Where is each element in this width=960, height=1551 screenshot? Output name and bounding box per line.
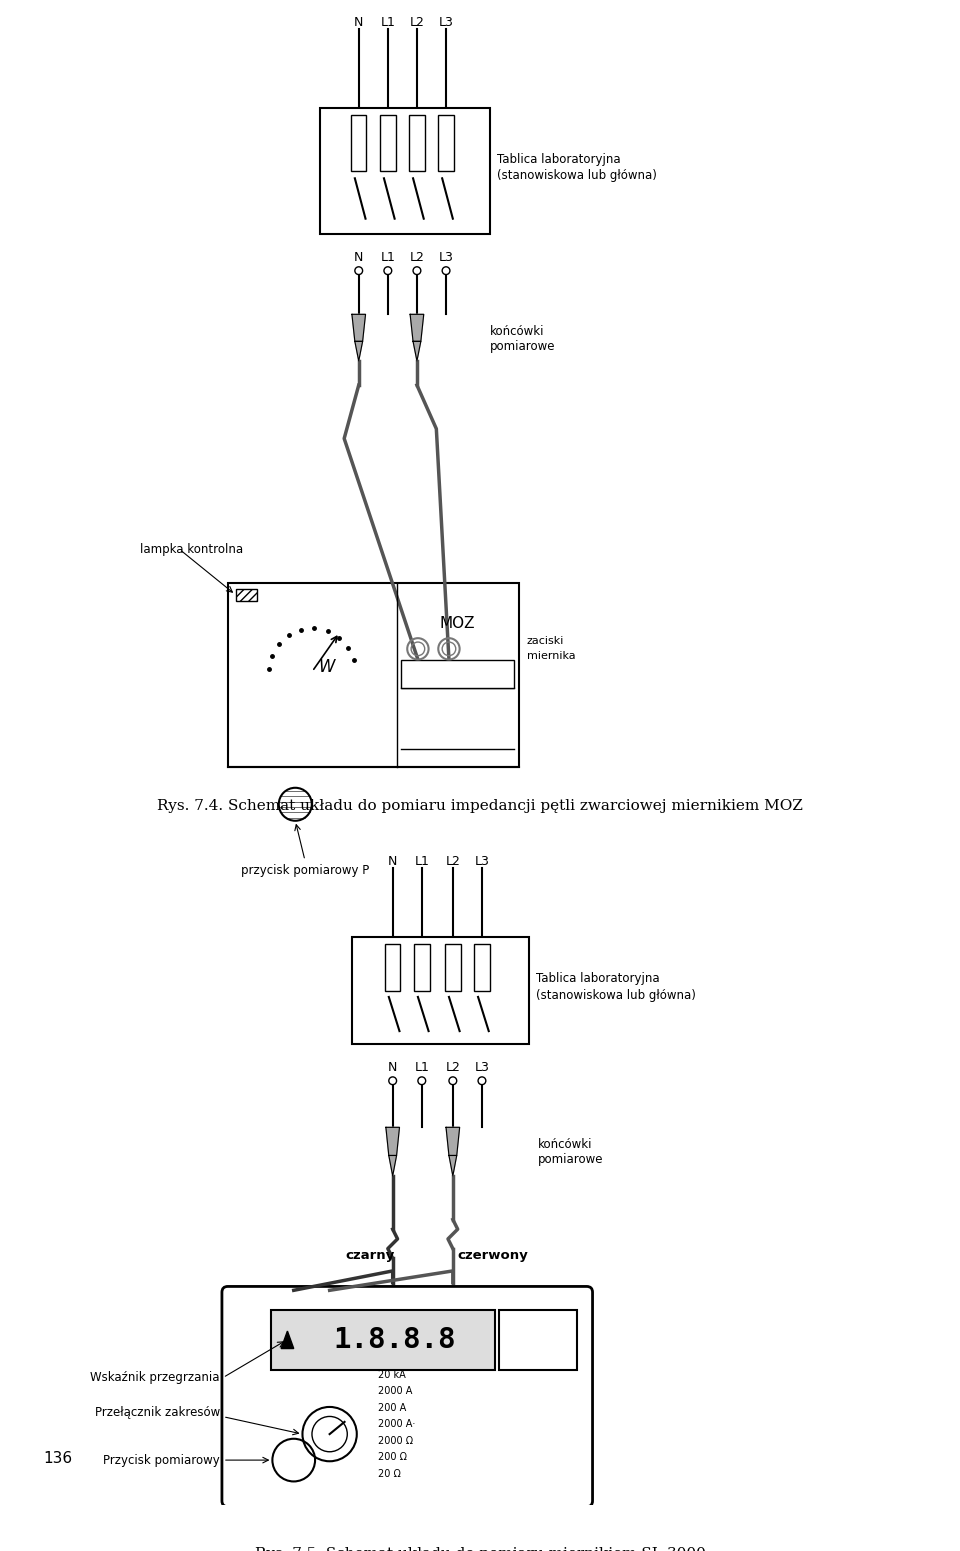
Bar bbox=[351, 115, 367, 171]
Polygon shape bbox=[281, 1331, 294, 1348]
Text: L2: L2 bbox=[445, 1061, 460, 1075]
Text: N: N bbox=[388, 855, 397, 867]
Polygon shape bbox=[386, 1128, 399, 1155]
Text: 200 Ω: 200 Ω bbox=[378, 1452, 407, 1463]
Text: W: W bbox=[319, 658, 335, 676]
Text: Przycisk pomiarowy: Przycisk pomiarowy bbox=[104, 1453, 220, 1467]
Text: 136: 136 bbox=[43, 1450, 73, 1466]
Polygon shape bbox=[449, 1155, 457, 1176]
Polygon shape bbox=[410, 315, 423, 341]
Polygon shape bbox=[352, 315, 366, 341]
Text: 200 A: 200 A bbox=[378, 1402, 406, 1413]
Bar bbox=[235, 589, 257, 600]
Text: L1: L1 bbox=[415, 1061, 429, 1075]
Bar bbox=[320, 107, 490, 234]
Text: miernika: miernika bbox=[527, 650, 575, 661]
Bar bbox=[414, 943, 429, 991]
Text: N: N bbox=[388, 1061, 397, 1075]
Text: Wskaźnik przegrzania: Wskaźnik przegrzania bbox=[90, 1371, 220, 1383]
Polygon shape bbox=[355, 341, 363, 361]
Bar bbox=[499, 1309, 577, 1370]
Text: L2: L2 bbox=[445, 855, 460, 867]
Text: L3: L3 bbox=[439, 251, 453, 264]
Text: L1: L1 bbox=[380, 251, 396, 264]
Text: (stanowiskowa lub główna): (stanowiskowa lub główna) bbox=[497, 169, 658, 181]
Text: L3: L3 bbox=[439, 16, 453, 28]
Text: L1: L1 bbox=[415, 855, 429, 867]
Text: L3: L3 bbox=[474, 855, 490, 867]
Text: L2: L2 bbox=[410, 251, 424, 264]
Text: (stanowiskowa lub główna): (stanowiskowa lub główna) bbox=[537, 990, 696, 1002]
Bar bbox=[439, 115, 454, 171]
Bar bbox=[401, 661, 514, 687]
Text: N: N bbox=[354, 251, 364, 264]
Text: pomiarowe: pomiarowe bbox=[490, 340, 555, 352]
Polygon shape bbox=[413, 341, 420, 361]
Bar bbox=[272, 1309, 494, 1370]
Bar bbox=[409, 115, 424, 171]
Text: 2000 Ω: 2000 Ω bbox=[378, 1436, 413, 1446]
Bar bbox=[445, 943, 461, 991]
Text: czarny: czarny bbox=[346, 1249, 395, 1263]
Text: pomiarowe: pomiarowe bbox=[539, 1152, 604, 1166]
Text: 20 kA: 20 kA bbox=[378, 1370, 406, 1380]
Text: Rys. 7.5. Schemat układu do pomiaru miernikiem SL-3000: Rys. 7.5. Schemat układu do pomiaru mier… bbox=[254, 1548, 706, 1551]
Text: 20 Ω: 20 Ω bbox=[378, 1469, 401, 1478]
Polygon shape bbox=[446, 1128, 460, 1155]
Text: przycisk pomiarowy P: przycisk pomiarowy P bbox=[241, 864, 369, 876]
FancyBboxPatch shape bbox=[222, 1286, 592, 1506]
Text: Przełącznik zakresów: Przełącznik zakresów bbox=[95, 1407, 220, 1419]
Text: L3: L3 bbox=[474, 1061, 490, 1075]
Text: zaciski: zaciski bbox=[527, 636, 564, 647]
Text: MOZ: MOZ bbox=[440, 616, 475, 631]
Text: 2000 A·: 2000 A· bbox=[378, 1419, 416, 1428]
Text: Rys. 7.4. Schemat układu do pomiaru impedancji pętli zwarciowej miernikiem MOZ: Rys. 7.4. Schemat układu do pomiaru impe… bbox=[157, 799, 803, 813]
Bar bbox=[380, 115, 396, 171]
Text: końcówki: końcówki bbox=[490, 326, 544, 338]
Text: Tablica laboratoryjna: Tablica laboratoryjna bbox=[497, 152, 621, 166]
Text: L1: L1 bbox=[380, 16, 396, 28]
Bar bbox=[228, 583, 518, 768]
Text: końcówki: końcówki bbox=[539, 1138, 592, 1151]
Text: 2000 A: 2000 A bbox=[378, 1387, 413, 1396]
Bar bbox=[385, 943, 400, 991]
Text: 1.8.8.8: 1.8.8.8 bbox=[333, 1326, 456, 1354]
Bar bbox=[352, 937, 529, 1044]
Bar bbox=[474, 943, 490, 991]
Text: L2: L2 bbox=[410, 16, 424, 28]
Text: lampka kontrolna: lampka kontrolna bbox=[140, 543, 244, 555]
Text: N: N bbox=[354, 16, 364, 28]
Text: czerwony: czerwony bbox=[458, 1249, 528, 1263]
Text: Tablica laboratoryjna: Tablica laboratoryjna bbox=[537, 972, 660, 985]
Polygon shape bbox=[389, 1155, 396, 1176]
